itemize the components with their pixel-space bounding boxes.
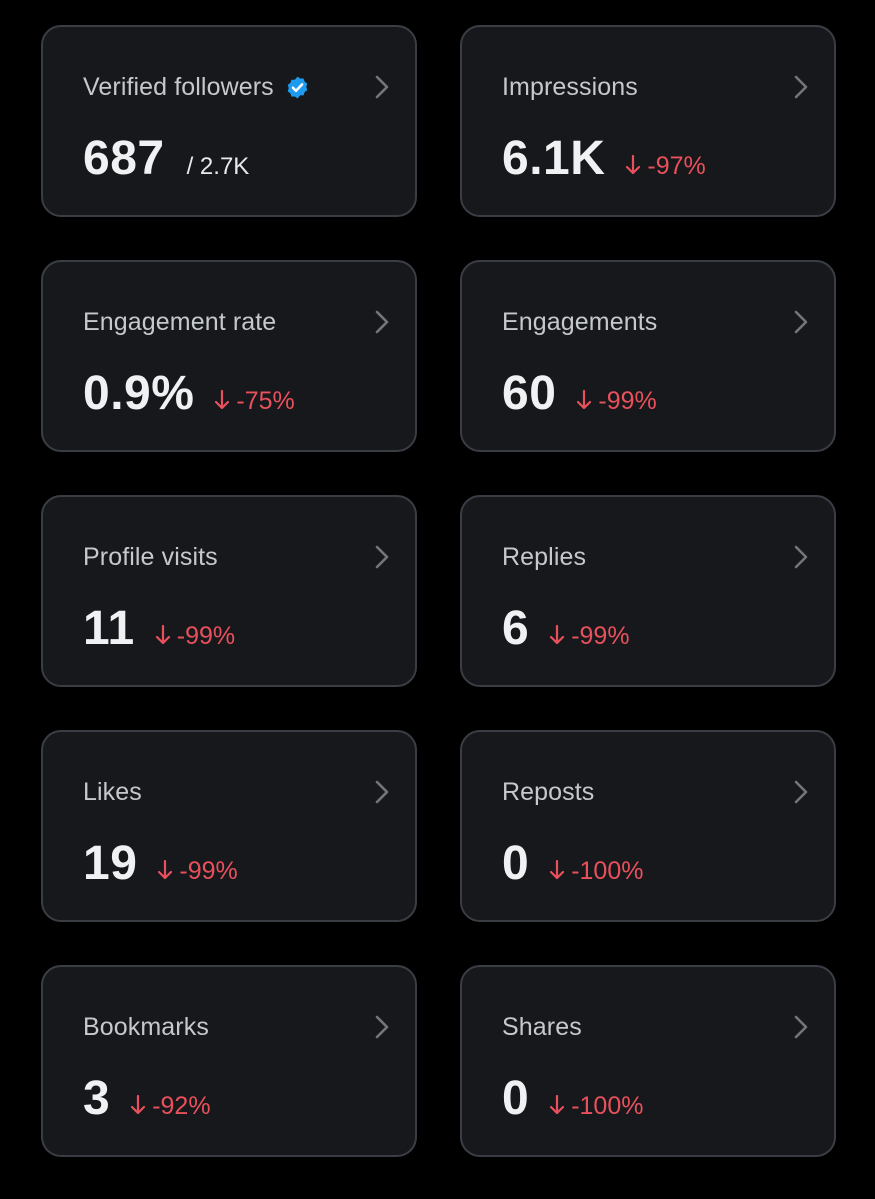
metric-label-row: Replies (502, 539, 586, 575)
metric-value-row: 6 -99% (502, 601, 630, 661)
metric-delta-text: -99% (176, 622, 236, 650)
arrow-down-icon (550, 859, 565, 880)
metric-value-row: 3 -92% (83, 1071, 211, 1131)
metric-delta-text: -92% (152, 1092, 211, 1120)
arrow-down-icon (577, 389, 592, 410)
chevron-right-icon[interactable] (371, 543, 393, 571)
chevron-right-icon[interactable] (790, 308, 812, 336)
metric-value: 60 (502, 367, 557, 420)
metric-label: Likes (83, 777, 142, 806)
metric-label-row: Verified followers (83, 69, 310, 105)
metric-delta: -99% (576, 387, 657, 416)
metric-label: Impressions (502, 72, 638, 101)
metric-card-profile-visits[interactable]: Profile visits 11 -99% (41, 495, 417, 687)
arrow-down-icon (626, 154, 641, 175)
metric-value-row: 687 / 2.7K (83, 131, 249, 191)
metric-delta-text: -100% (571, 1092, 644, 1120)
metric-value-row: 0 -100% (502, 836, 643, 896)
metric-delta-text: -99% (571, 622, 630, 650)
metric-label: Engagement rate (83, 307, 277, 336)
metric-label: Engagements (502, 307, 658, 336)
metric-label-row: Shares (502, 1009, 582, 1045)
metric-delta: -75% (214, 387, 295, 416)
metric-label: Verified followers (83, 72, 274, 101)
arrow-down-icon (155, 624, 170, 645)
arrow-down-icon (550, 624, 565, 645)
chevron-right-icon[interactable] (790, 543, 812, 571)
metric-delta-text: -75% (236, 387, 295, 415)
metric-delta: -99% (157, 857, 238, 886)
metric-card-engagement-rate[interactable]: Engagement rate 0.9% -75% (41, 260, 417, 452)
metric-value: 0.9% (83, 367, 195, 420)
metric-value: 0 (502, 837, 530, 890)
metric-card-impressions[interactable]: Impressions 6.1K -97% (460, 25, 836, 217)
arrow-down-icon (550, 1094, 565, 1115)
chevron-right-icon[interactable] (371, 308, 393, 336)
metric-delta: -99% (549, 622, 630, 651)
metric-label-row: Engagement rate (83, 304, 276, 340)
metric-label-row: Reposts (502, 774, 594, 810)
metric-value: 0 (502, 1072, 530, 1125)
metric-delta: -97% (625, 152, 706, 181)
metric-label-row: Likes (83, 774, 142, 810)
metric-value-row: 0.9% -75% (83, 366, 295, 426)
chevron-right-icon[interactable] (371, 73, 393, 101)
metric-label-row: Engagements (502, 304, 657, 340)
metric-label: Shares (502, 1012, 582, 1041)
metric-card-engagements[interactable]: Engagements 60 -99% (460, 260, 836, 452)
metric-delta-text: -99% (598, 387, 657, 415)
metric-total: / 2.7K (186, 153, 250, 180)
arrow-down-icon (158, 859, 173, 880)
chevron-right-icon[interactable] (790, 73, 812, 101)
metric-card-reposts[interactable]: Reposts 0 -100% (460, 730, 836, 922)
metric-delta: -99% (155, 622, 235, 651)
chevron-right-icon[interactable] (790, 1013, 812, 1041)
metric-label-row: Bookmarks (83, 1009, 209, 1045)
chevron-right-icon[interactable] (371, 778, 393, 806)
metric-value: 11 (83, 602, 135, 655)
metric-value: 687 (83, 132, 165, 185)
metric-delta-text: -100% (571, 857, 644, 885)
metric-delta: -100% (549, 1092, 643, 1121)
metric-label: Profile visits (83, 542, 218, 571)
metric-value: 3 (83, 1072, 111, 1125)
metric-delta: -92% (130, 1092, 211, 1121)
metric-card-verified-followers[interactable]: Verified followers 687 / 2.7K (41, 25, 417, 217)
metric-value: 19 (83, 837, 138, 890)
metric-value-row: 0 -100% (502, 1071, 643, 1131)
metric-delta: -100% (549, 857, 643, 886)
metric-label: Replies (502, 542, 587, 571)
metric-delta-text: -99% (179, 857, 238, 885)
arrow-down-icon (131, 1094, 146, 1115)
metric-delta-text: -97% (647, 152, 706, 180)
metric-card-shares[interactable]: Shares 0 -100% (460, 965, 836, 1157)
metric-value-row: 19 -99% (83, 836, 238, 896)
metric-value: 6.1K (502, 132, 606, 185)
chevron-right-icon[interactable] (371, 1013, 393, 1041)
arrow-down-icon (215, 389, 230, 410)
metric-label-row: Impressions (502, 69, 638, 105)
metric-card-replies[interactable]: Replies 6 -99% (460, 495, 836, 687)
metric-value-row: 11 -99% (83, 601, 235, 661)
metric-label: Bookmarks (83, 1012, 209, 1041)
metric-value: 6 (502, 602, 530, 655)
chevron-right-icon[interactable] (790, 778, 812, 806)
metric-value-row: 6.1K -97% (502, 131, 706, 191)
verified-badge-icon (287, 76, 308, 98)
metric-label-row: Profile visits (83, 539, 218, 575)
metric-card-bookmarks[interactable]: Bookmarks 3 -92% (41, 965, 417, 1157)
metric-card-likes[interactable]: Likes 19 -99% (41, 730, 417, 922)
metric-value-row: 60 -99% (502, 366, 657, 426)
metric-label: Reposts (502, 777, 595, 806)
